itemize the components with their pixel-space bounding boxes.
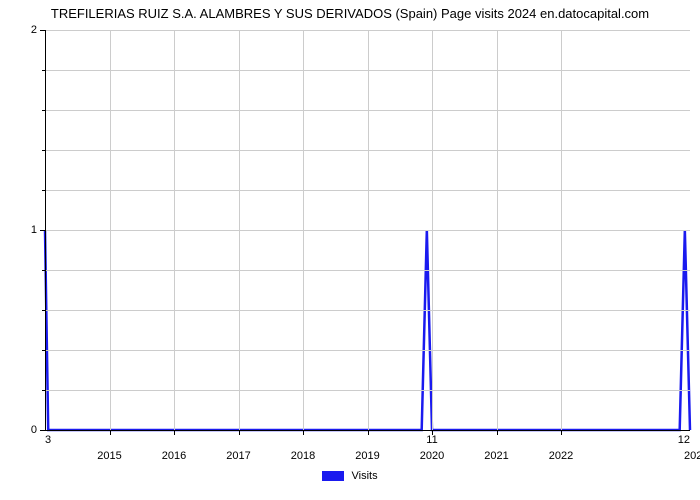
y-tick-mark: [40, 30, 45, 31]
y-tick-label: 0: [7, 424, 37, 436]
y-minor-tick-mark: [42, 70, 45, 71]
y-minor-tick-mark: [42, 310, 45, 311]
count-label: 11: [426, 434, 437, 446]
grid-line-vertical: [497, 30, 498, 430]
x-tick-label-partial: 202: [684, 450, 700, 462]
x-tick-label: 2015: [97, 450, 121, 462]
x-tick-label: 2018: [291, 450, 315, 462]
y-minor-tick-mark: [42, 390, 45, 391]
legend-swatch: [322, 471, 344, 481]
y-axis-line: [45, 30, 46, 430]
grid-line-vertical: [432, 30, 433, 430]
x-tick-mark: [110, 430, 111, 435]
y-tick-label: 2: [7, 24, 37, 36]
legend: Visits: [0, 470, 700, 482]
grid-line-vertical: [174, 30, 175, 430]
y-minor-tick-mark: [42, 150, 45, 151]
x-tick-label: 2020: [420, 450, 444, 462]
y-minor-tick-mark: [42, 110, 45, 111]
x-tick-mark: [174, 430, 175, 435]
x-tick-label: 2017: [226, 450, 250, 462]
x-tick-mark: [497, 430, 498, 435]
y-tick-mark: [40, 230, 45, 231]
x-tick-label: 2021: [484, 450, 508, 462]
x-tick-label: 2016: [162, 450, 186, 462]
grid-line-vertical: [303, 30, 304, 430]
x-tick-mark: [303, 430, 304, 435]
grid-line-vertical: [561, 30, 562, 430]
count-label: 3: [45, 434, 51, 446]
x-tick-mark: [368, 430, 369, 435]
x-tick-label: 2019: [355, 450, 379, 462]
x-tick-mark: [239, 430, 240, 435]
count-label: 12: [678, 434, 690, 446]
x-tick-label: 2022: [549, 450, 573, 462]
y-minor-tick-mark: [42, 270, 45, 271]
grid-line-vertical: [110, 30, 111, 430]
y-tick-mark: [40, 430, 45, 431]
x-tick-mark: [561, 430, 562, 435]
y-minor-tick-mark: [42, 350, 45, 351]
y-minor-tick-mark: [42, 190, 45, 191]
plot-area: [45, 30, 690, 430]
grid-line-vertical: [239, 30, 240, 430]
grid-line-vertical: [368, 30, 369, 430]
chart-title: TREFILERIAS RUIZ S.A. ALAMBRES Y SUS DER…: [0, 6, 700, 21]
legend-label: Visits: [351, 470, 377, 482]
y-tick-label: 1: [7, 224, 37, 236]
chart-container: TREFILERIAS RUIZ S.A. ALAMBRES Y SUS DER…: [0, 0, 700, 500]
